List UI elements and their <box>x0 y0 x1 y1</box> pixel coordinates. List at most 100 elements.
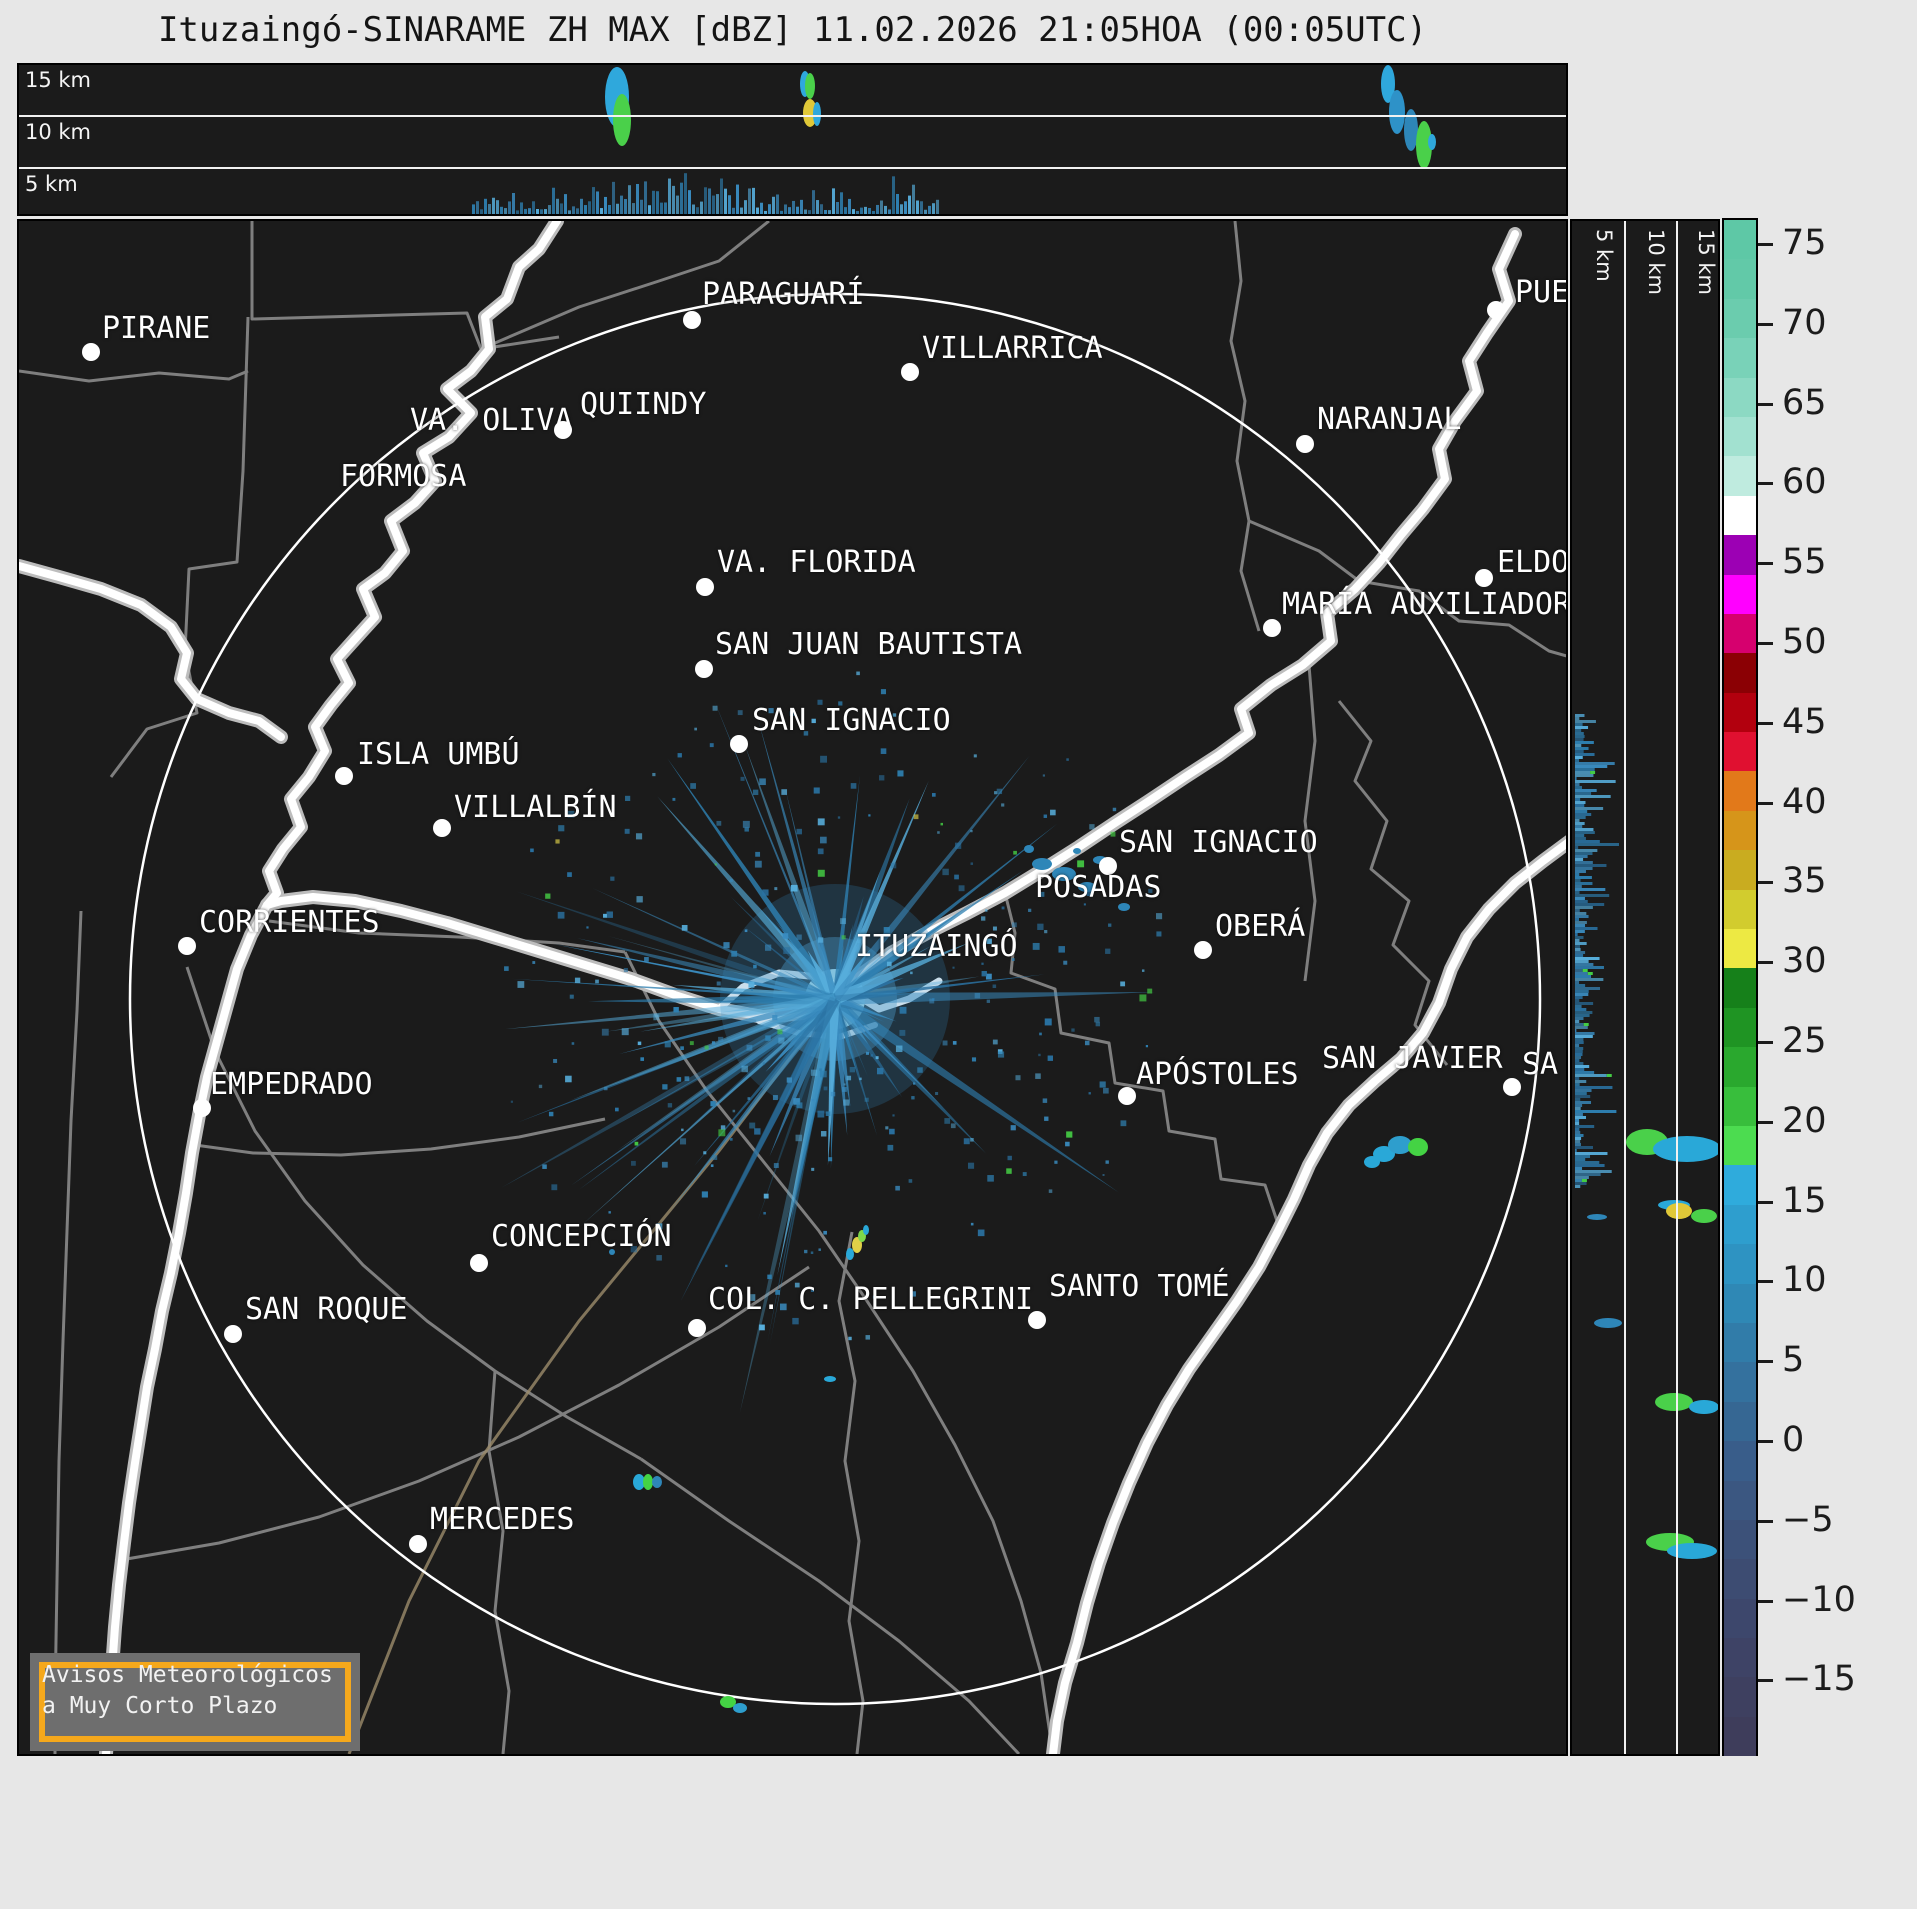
echo-blob <box>1667 1543 1717 1559</box>
echo-pixel <box>693 997 838 1167</box>
echo-noise <box>480 209 483 214</box>
echo-pixel <box>974 992 981 999</box>
echo-noise <box>888 209 891 214</box>
colorbar-segment <box>1724 338 1756 378</box>
echo-streak <box>1575 1068 1585 1071</box>
echo-pixel <box>1050 809 1056 816</box>
echo-streak <box>1575 1011 1593 1014</box>
echo-streak <box>1575 1143 1581 1146</box>
echo-pixel <box>831 994 1119 1193</box>
echo-blob <box>1594 1318 1622 1328</box>
city-dot <box>409 1535 427 1553</box>
echo-pixel <box>1105 948 1111 954</box>
city-label: CORRIENTES <box>199 905 380 940</box>
echo-pixel <box>703 1151 707 1155</box>
echo-pixel <box>746 1044 753 1051</box>
echo-streak <box>1575 984 1586 987</box>
echo-pixel <box>958 885 965 892</box>
warning-box[interactable]: Avisos Meteorológicos a Muy Corto Plazo <box>30 1653 360 1751</box>
city-label: FORMOSA <box>340 459 467 494</box>
city-dot <box>224 1325 242 1343</box>
city-dot <box>730 735 748 753</box>
echo-pixel <box>1108 923 1112 927</box>
echo-noise <box>500 206 503 214</box>
echo-noise <box>608 204 611 214</box>
echo-pixel <box>773 1163 779 1168</box>
city-label: COL. C. PELLEGRINI <box>708 1282 1034 1317</box>
echo-pixel <box>510 1100 513 1103</box>
echo-pixel <box>729 1138 733 1141</box>
colorbar-tick <box>1758 961 1773 965</box>
echo-pixel <box>782 933 789 939</box>
echo-streak-green <box>1581 1179 1587 1182</box>
echo-streak <box>1575 957 1600 960</box>
height-line-10km <box>19 115 1566 117</box>
echo-noise <box>784 204 787 214</box>
colorbar-segment <box>1724 495 1756 536</box>
echo-pixel <box>762 889 769 896</box>
echo-pixel <box>864 1097 869 1102</box>
echo-pixel <box>970 829 973 833</box>
echo-streak <box>1575 1005 1582 1008</box>
echo-pixel <box>1102 1173 1105 1177</box>
echo-pixel <box>635 833 643 840</box>
echo-pixel <box>1110 831 1116 837</box>
echo-noise <box>796 206 799 214</box>
echo-noise <box>908 195 911 214</box>
colorbar-tick <box>1758 322 1773 326</box>
echo-noise <box>552 187 555 214</box>
echo-pixel <box>615 1107 619 1112</box>
echo-pixel <box>913 814 919 820</box>
colorbar-tick-label: 75 <box>1782 223 1827 264</box>
echo-streak <box>1575 981 1580 984</box>
echo-pixel <box>1044 1018 1052 1026</box>
echo-pixel <box>785 787 838 1000</box>
colorbar-segment <box>1724 1598 1756 1639</box>
echo-pixel <box>843 1083 846 1086</box>
echo-streak <box>1575 882 1593 885</box>
echo-pixel <box>831 755 1030 1002</box>
colorbar-segment <box>1724 653 1756 693</box>
echo-streak <box>1575 1062 1584 1065</box>
height-label-5km-v: 5 km <box>1592 229 1616 282</box>
echo-blob <box>1032 858 1052 870</box>
echo-pixel <box>553 943 836 1001</box>
echo-noise <box>720 178 723 214</box>
echo-pixel <box>1007 1155 1012 1161</box>
echo-streak <box>1575 930 1585 933</box>
echo-pixel <box>1039 891 1045 897</box>
echo-streak <box>1575 1023 1584 1026</box>
echo-pixel <box>834 986 923 1003</box>
echo-blob <box>1653 1136 1718 1162</box>
echo-pixel <box>610 876 615 881</box>
echo-noise <box>912 184 915 214</box>
echo-pixel <box>981 970 987 977</box>
echo-noise <box>852 209 855 214</box>
echo-noise <box>512 193 515 214</box>
echo-pixel <box>661 1161 668 1168</box>
echo-pixel <box>504 966 509 971</box>
echo-streak <box>1575 837 1586 840</box>
city-dot <box>1194 941 1212 959</box>
echo-noise <box>700 201 703 214</box>
echo-pixel <box>567 872 572 877</box>
colorbar-segment <box>1724 1441 1756 1481</box>
echo-streak <box>1575 1107 1581 1110</box>
colorbar-tick-label: 35 <box>1782 861 1827 902</box>
colorbar-segment <box>1724 1559 1756 1599</box>
echo-pixel <box>732 1109 736 1113</box>
echo-noise <box>864 206 867 214</box>
colorbar-tick <box>1758 1200 1773 1204</box>
city-dot <box>688 1319 706 1337</box>
echo-noise <box>872 210 875 214</box>
echo-streak <box>1575 1146 1593 1149</box>
echo-noise <box>584 205 587 214</box>
echo-pixel <box>997 1051 1005 1058</box>
echo-pixel <box>856 671 860 676</box>
echo-pixel <box>664 1041 671 1048</box>
echo-pixel <box>833 997 945 1109</box>
echo-streak <box>1575 1152 1608 1155</box>
echo-blob <box>1587 1214 1607 1220</box>
echo-pixel <box>775 1290 781 1295</box>
echo-noise <box>740 207 743 214</box>
